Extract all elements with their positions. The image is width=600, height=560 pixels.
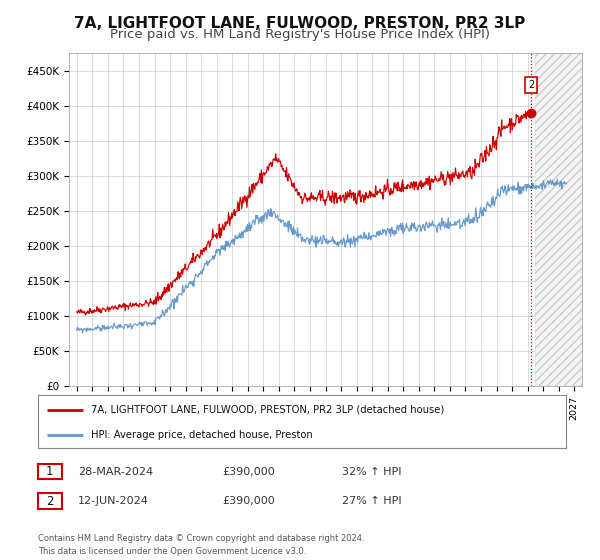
Text: £390,000: £390,000 xyxy=(222,466,275,477)
Text: Contains HM Land Registry data © Crown copyright and database right 2024.
This d: Contains HM Land Registry data © Crown c… xyxy=(38,534,364,556)
Text: Price paid vs. HM Land Registry's House Price Index (HPI): Price paid vs. HM Land Registry's House … xyxy=(110,28,490,41)
Text: 2: 2 xyxy=(46,494,53,508)
Text: £390,000: £390,000 xyxy=(222,496,275,506)
Text: 2: 2 xyxy=(528,80,534,90)
Bar xyxy=(535,53,582,386)
Text: 1: 1 xyxy=(46,465,53,478)
Text: HPI: Average price, detached house, Preston: HPI: Average price, detached house, Pres… xyxy=(91,430,313,440)
Text: 28-MAR-2024: 28-MAR-2024 xyxy=(78,466,153,477)
Text: 7A, LIGHTFOOT LANE, FULWOOD, PRESTON, PR2 3LP: 7A, LIGHTFOOT LANE, FULWOOD, PRESTON, PR… xyxy=(74,16,526,31)
Text: 7A, LIGHTFOOT LANE, FULWOOD, PRESTON, PR2 3LP (detached house): 7A, LIGHTFOOT LANE, FULWOOD, PRESTON, PR… xyxy=(91,405,444,415)
Text: 32% ↑ HPI: 32% ↑ HPI xyxy=(342,466,401,477)
Text: 12-JUN-2024: 12-JUN-2024 xyxy=(78,496,149,506)
Text: 27% ↑ HPI: 27% ↑ HPI xyxy=(342,496,401,506)
